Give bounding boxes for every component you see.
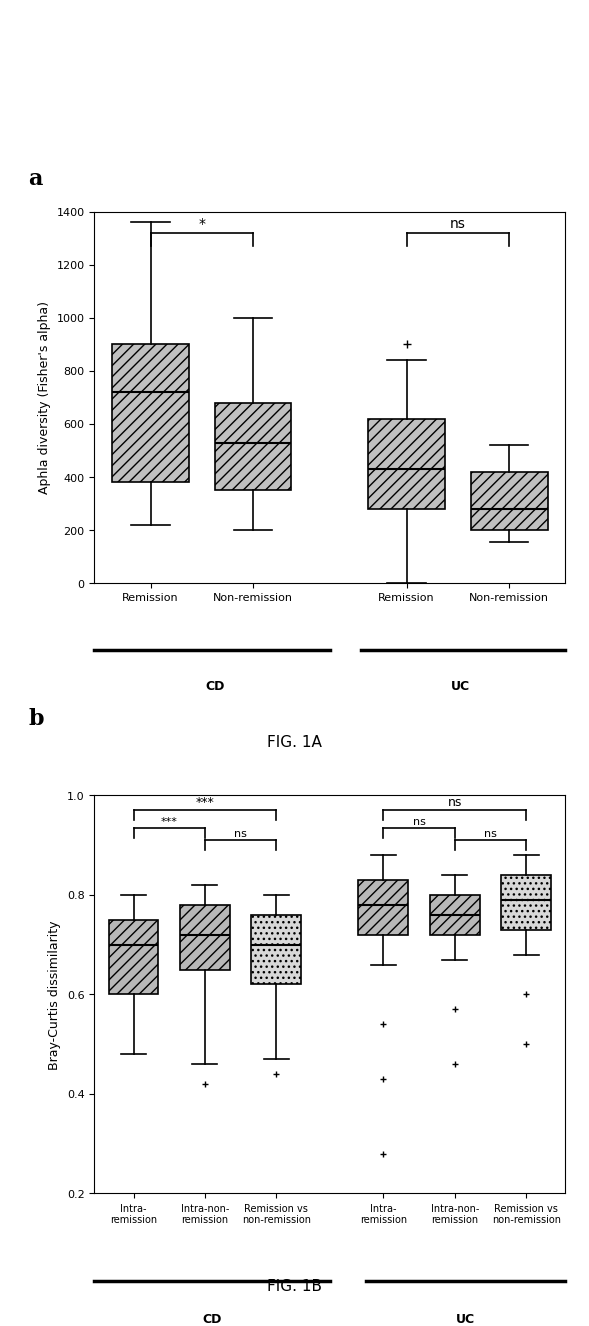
Text: ns: ns	[413, 817, 425, 826]
PathPatch shape	[471, 472, 548, 530]
Y-axis label: Bray-Curtis dissimilarity: Bray-Curtis dissimilarity	[48, 920, 61, 1069]
Text: CD: CD	[205, 680, 224, 693]
Text: a: a	[28, 167, 42, 190]
Y-axis label: Aphla diversity (Fisher's alpha): Aphla diversity (Fisher's alpha)	[38, 301, 51, 495]
PathPatch shape	[368, 419, 445, 509]
Text: ns: ns	[450, 217, 466, 231]
Text: ns: ns	[484, 829, 497, 839]
PathPatch shape	[501, 875, 551, 930]
PathPatch shape	[430, 895, 480, 935]
Text: UC: UC	[451, 680, 470, 693]
PathPatch shape	[108, 920, 158, 994]
Text: UC: UC	[456, 1313, 475, 1326]
Text: ns: ns	[234, 829, 247, 839]
Text: FIG. 1A: FIG. 1A	[267, 735, 322, 751]
Text: CD: CD	[203, 1313, 221, 1326]
Text: ns: ns	[448, 796, 462, 809]
PathPatch shape	[214, 403, 292, 491]
Text: *: *	[198, 217, 206, 231]
PathPatch shape	[358, 880, 408, 935]
Text: b: b	[28, 708, 44, 731]
PathPatch shape	[180, 904, 230, 969]
Text: ***: ***	[161, 817, 178, 826]
Text: ***: ***	[196, 796, 214, 809]
Text: FIG. 1B: FIG. 1B	[267, 1278, 322, 1294]
PathPatch shape	[252, 915, 302, 984]
PathPatch shape	[112, 345, 189, 483]
